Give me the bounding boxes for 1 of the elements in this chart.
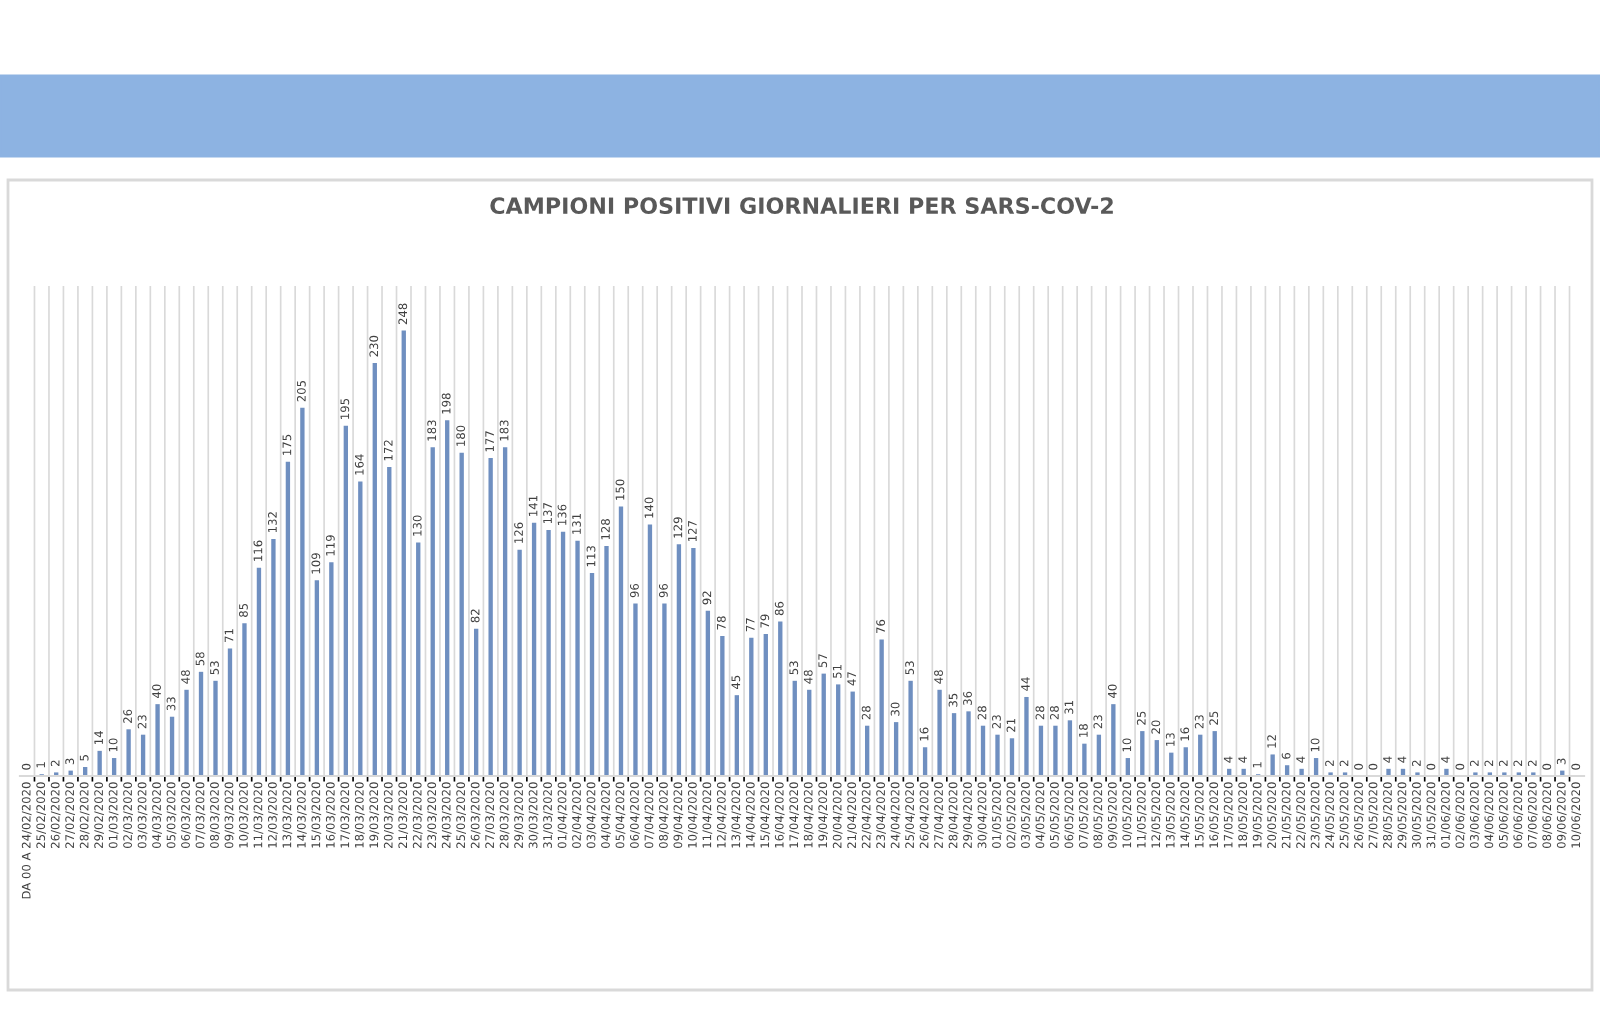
- chart-title: CAMPIONI POSITIVI GIORNALIERI PER SARS-COV-2: [490, 197, 1113, 215]
